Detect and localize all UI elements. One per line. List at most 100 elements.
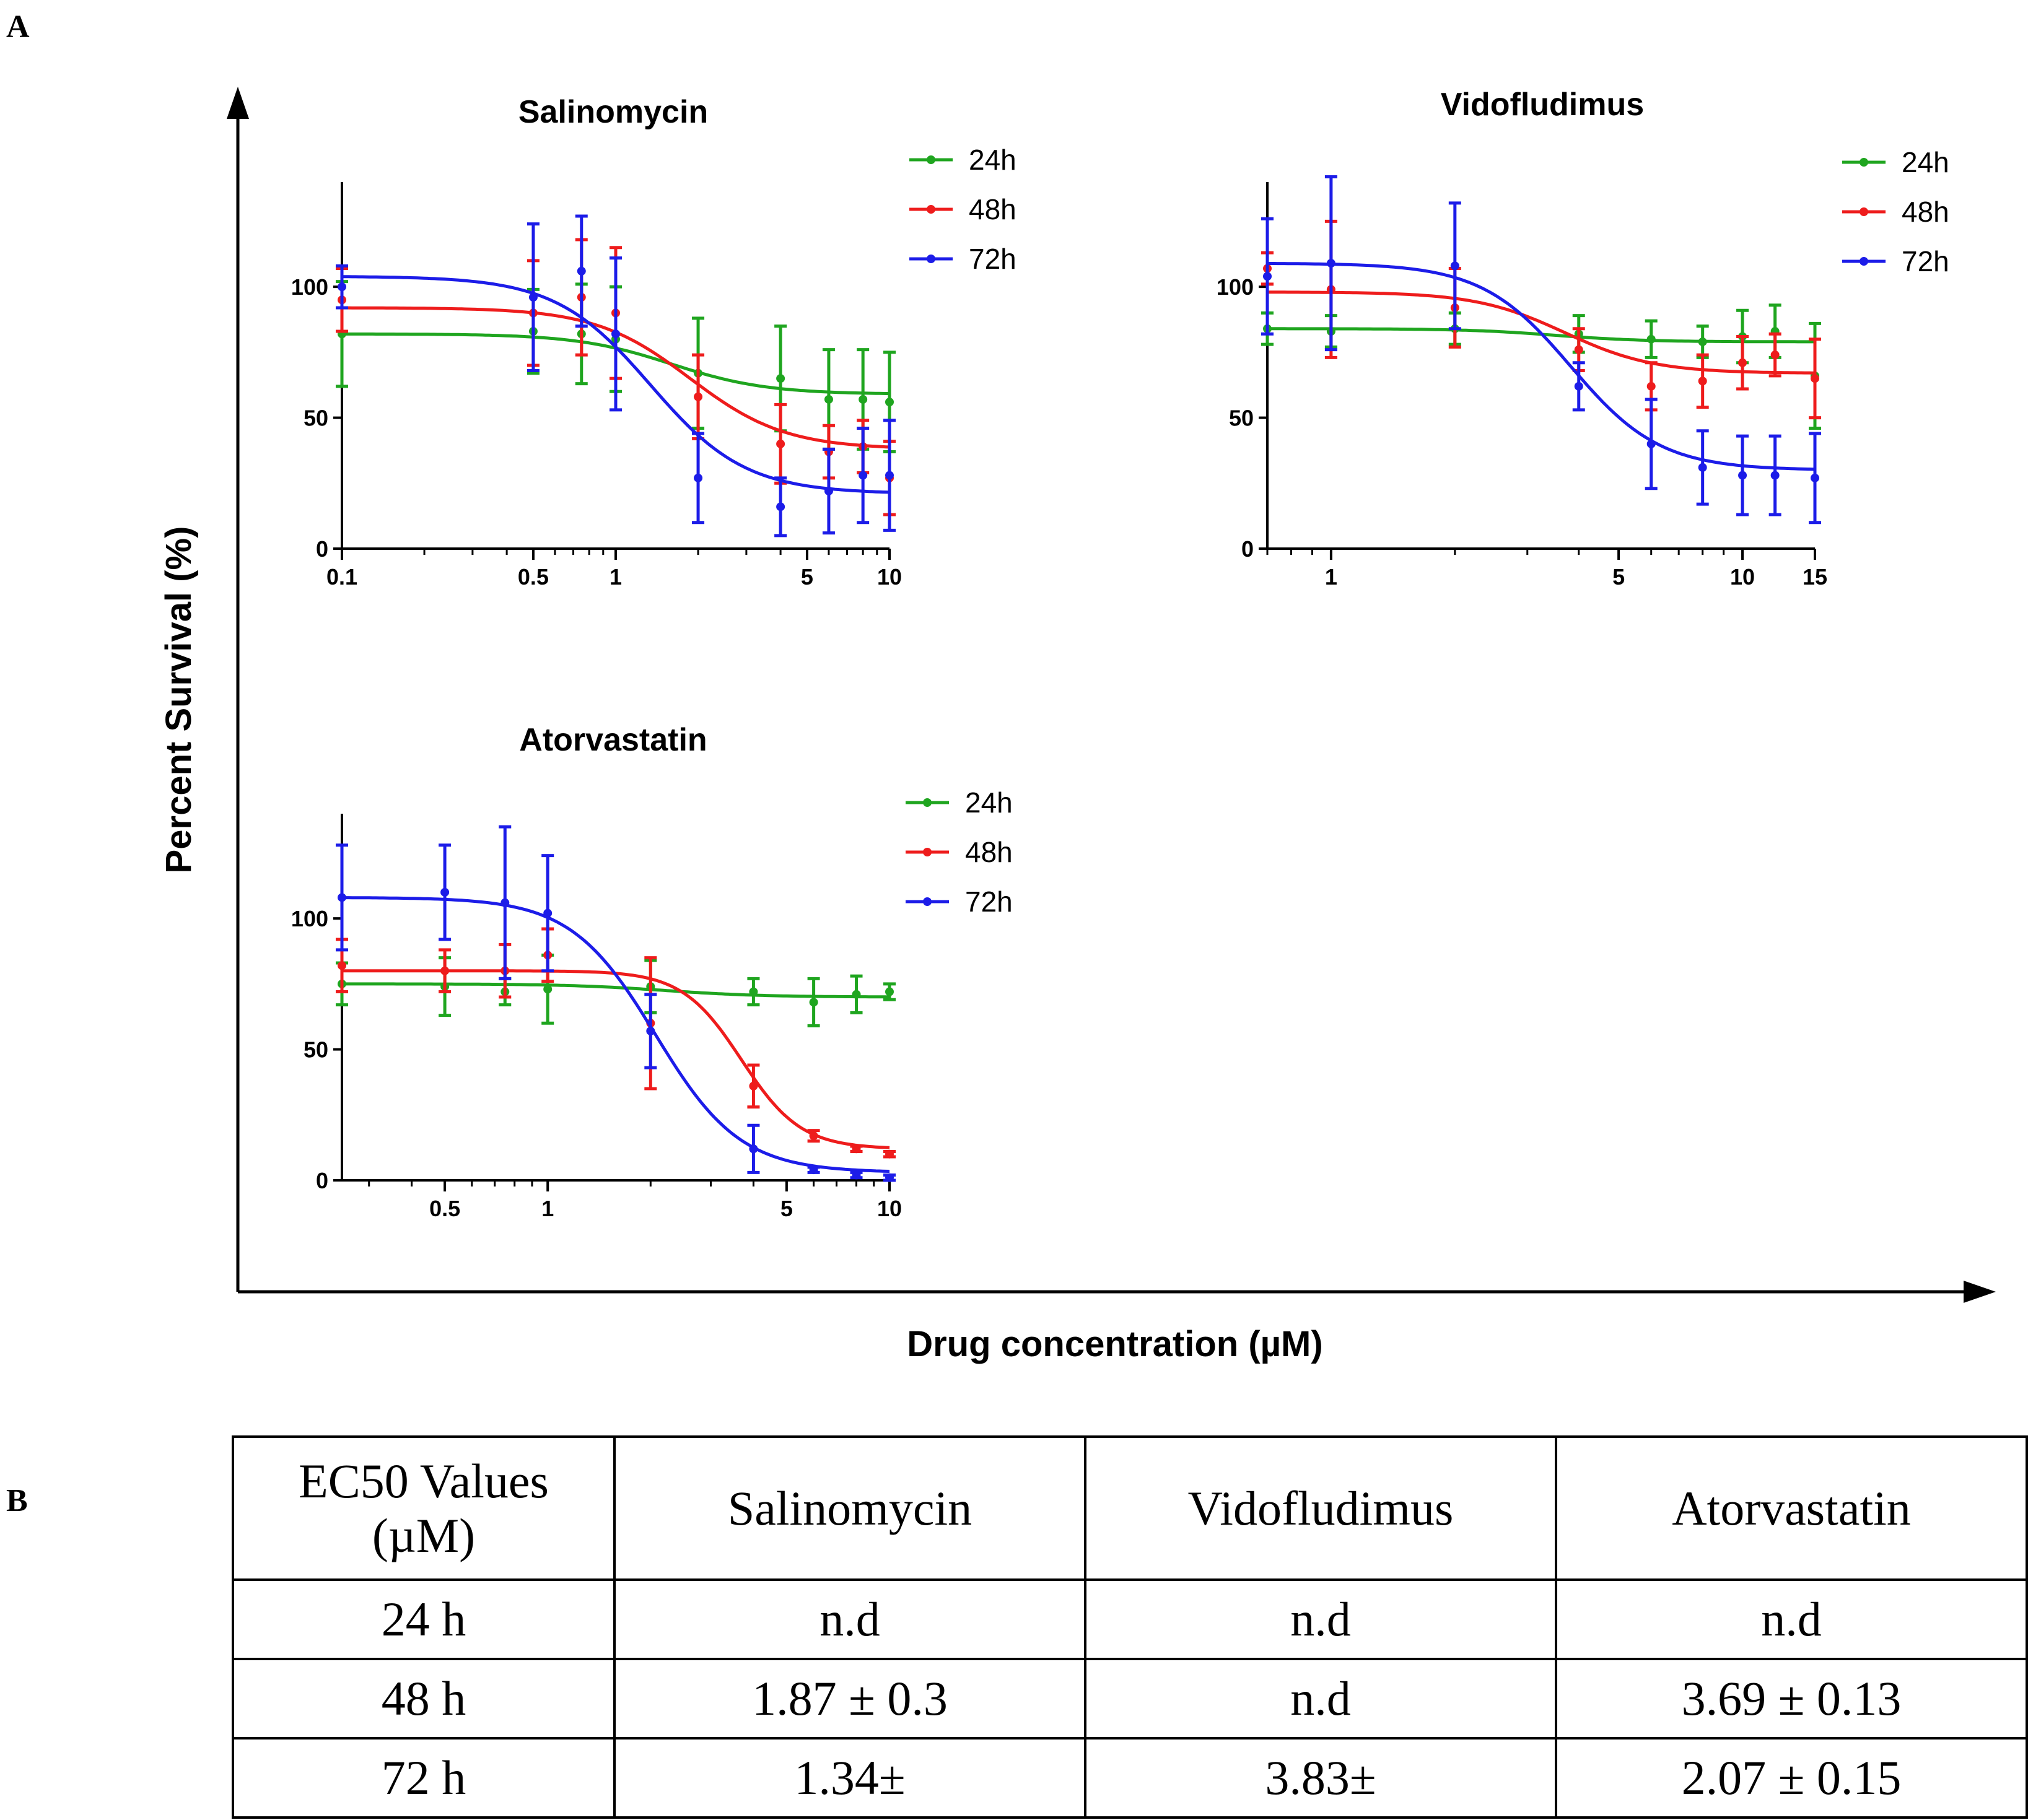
data-point-72h — [1263, 272, 1272, 281]
table-cell: n.d — [1084, 1578, 1557, 1660]
outer-x-arrow — [1964, 1281, 1996, 1303]
legend-marker-48h — [1860, 207, 1868, 216]
data-point-48h — [885, 1149, 894, 1159]
legend-label-48h: 48h — [1902, 196, 1949, 228]
data-point-24h — [859, 394, 868, 404]
data-point-72h — [577, 266, 586, 276]
legend-label-72h: 72h — [1902, 245, 1949, 277]
row-label: 72 h — [232, 1737, 616, 1819]
row-label: 48 h — [232, 1658, 616, 1739]
data-point-24h — [824, 394, 833, 404]
legend-marker-72h — [1860, 257, 1868, 266]
legend-label-24h: 24h — [965, 786, 1013, 819]
data-point-72h — [646, 1026, 655, 1035]
outer-y-arrow — [227, 87, 249, 119]
data-point-72h — [859, 471, 868, 480]
table-cell: n.d — [1555, 1578, 2028, 1660]
legend-label-48h: 48h — [965, 836, 1013, 868]
fit-curve-72h — [342, 896, 890, 1173]
panel-b-label: B — [6, 1483, 28, 1518]
data-point-48h — [440, 966, 450, 975]
legend-label-24h: 24h — [969, 144, 1016, 176]
row-label: 24 h — [232, 1578, 616, 1660]
table-header-row: EC50 Values (µM) Salinomycin Vidofludimu… — [232, 1435, 2028, 1581]
ec50-table: EC50 Values (µM) Salinomycin Vidofludimu… — [232, 1435, 2028, 1819]
data-point-72h — [776, 502, 785, 512]
x-tick-label: 5 — [801, 564, 813, 590]
data-point-48h — [809, 1131, 818, 1141]
corner-line-1: EC50 Values — [299, 1453, 549, 1508]
x-tick-label: 1 — [1325, 564, 1337, 590]
x-tick-label: 0.5 — [518, 564, 549, 590]
x-axis-label: Drug concentration (µM) — [907, 1324, 1322, 1364]
data-point-72h — [611, 329, 620, 339]
data-point-72h — [500, 898, 510, 907]
chart-salinomycin: Salinomycin 0 50 100 0.1 0.5 1 5 10 24h 48h 72h — [291, 94, 1016, 590]
table-row: 48 h 1.87 ± 0.3 n.d 3.69 ± 0.13 — [232, 1658, 2028, 1739]
y-tick-label: 0 — [316, 536, 328, 562]
chart-title: Atorvastatin — [519, 722, 707, 758]
legend-marker-72h — [927, 255, 935, 263]
legend-label-72h: 72h — [965, 886, 1013, 918]
data-point-24h — [776, 374, 785, 383]
data-point-24h — [885, 987, 894, 996]
table-cell: n.d — [1084, 1658, 1557, 1739]
panel-a-label: A — [6, 9, 30, 45]
corner-line-2: (µM) — [372, 1508, 476, 1562]
data-point-72h — [1574, 381, 1583, 391]
data-point-48h — [1574, 345, 1583, 354]
x-tick-label: 10 — [877, 564, 902, 590]
data-point-72h — [338, 893, 346, 902]
data-point-24h — [543, 985, 553, 994]
legend-label-24h: 24h — [1902, 146, 1949, 178]
data-point-48h — [1811, 374, 1819, 383]
y-tick-label: 50 — [304, 1037, 328, 1063]
data-point-72h — [885, 1173, 894, 1182]
data-point-72h — [749, 1144, 758, 1154]
data-point-48h — [749, 1081, 758, 1091]
y-tick-label: 0 — [1241, 536, 1254, 562]
legend-marker-24h — [1860, 158, 1868, 167]
data-point-48h — [1738, 358, 1747, 367]
y-tick-label: 50 — [304, 406, 328, 431]
data-point-72h — [824, 486, 833, 495]
x-tick-label: 5 — [780, 1196, 793, 1221]
table-cell: 1.87 ± 0.3 — [613, 1658, 1086, 1739]
y-axis-label: Percent Survival (%) — [159, 526, 199, 874]
data-point-48h — [694, 392, 703, 401]
data-point-24h — [852, 990, 861, 999]
legend-marker-24h — [923, 798, 932, 807]
data-point-24h — [1646, 334, 1656, 344]
data-point-48h — [338, 961, 346, 970]
x-tick-label: 0.5 — [429, 1196, 460, 1221]
data-point-72h — [1326, 259, 1335, 268]
data-point-72h — [852, 1170, 861, 1180]
data-point-48h — [852, 1144, 861, 1154]
legend-marker-72h — [923, 897, 932, 906]
data-point-72h — [338, 282, 346, 292]
data-point-48h — [776, 439, 785, 448]
x-tick-label: 15 — [1803, 564, 1827, 590]
data-point-72h — [694, 473, 703, 482]
fit-curve-24h — [342, 982, 889, 999]
data-point-24h — [809, 998, 818, 1007]
y-tick-label: 100 — [291, 906, 328, 931]
legend-marker-48h — [927, 205, 935, 214]
data-point-24h — [1698, 337, 1707, 346]
legend-label-48h: 48h — [969, 193, 1016, 225]
y-tick-label: 100 — [1217, 274, 1254, 300]
x-tick-label: 1 — [610, 564, 622, 590]
column-header: Salinomycin — [613, 1435, 1086, 1581]
table-corner-cell: EC50 Values (µM) — [232, 1435, 616, 1581]
y-tick-label: 50 — [1229, 406, 1254, 431]
y-tick-label: 100 — [291, 274, 328, 300]
fit-curve-72h — [1267, 262, 1816, 471]
data-point-72h — [1698, 463, 1707, 472]
table-cell: n.d — [613, 1578, 1086, 1660]
chart-title: Vidofludimus — [1441, 87, 1644, 123]
x-tick-label: 10 — [1730, 564, 1755, 590]
data-point-48h — [1770, 351, 1780, 360]
